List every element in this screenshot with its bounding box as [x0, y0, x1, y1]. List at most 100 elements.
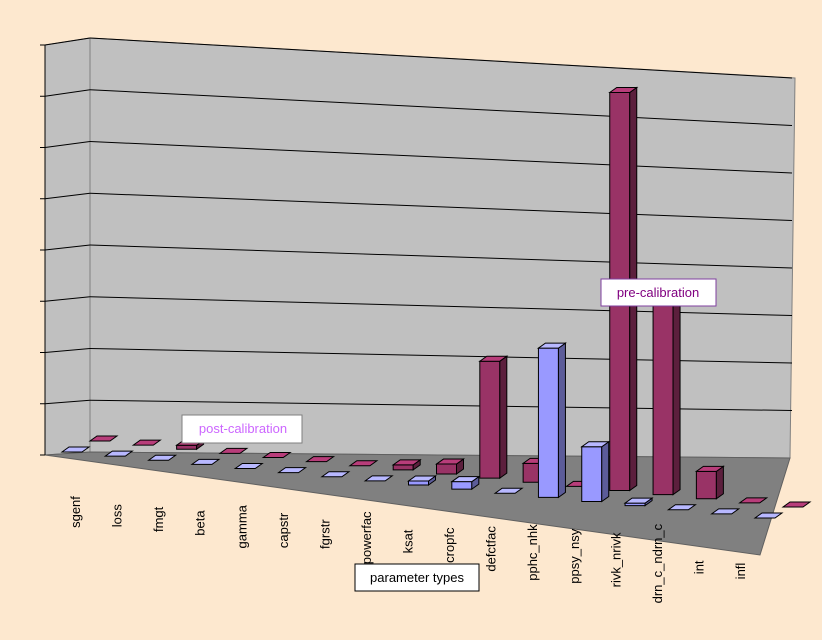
bar-post-cropfc [450, 475, 481, 491]
legend-pre-calibration-label: pre-calibration [617, 285, 699, 300]
bar-top [738, 497, 769, 504]
gridline-side-6 [44, 141, 91, 148]
bar-side [557, 342, 566, 499]
bar-front [436, 463, 457, 475]
legend-post-calibration-label: post-calibration [199, 421, 287, 436]
legend-post-calibration: post-calibration [181, 414, 303, 444]
bar-top [666, 504, 697, 511]
gridline-side-4 [44, 244, 91, 251]
bar-top [147, 454, 178, 461]
bar-top [478, 355, 509, 362]
bar-top [348, 460, 379, 467]
category-label-defctfac: defctfac [484, 526, 499, 572]
bar-front [537, 347, 559, 498]
category-label-capstr: capstr [276, 512, 291, 548]
bar-post-powerfac [363, 475, 394, 482]
legend-pre-calibration: pre-calibration [600, 278, 717, 307]
category-label-int: int [691, 560, 706, 574]
bar-pre-infl [781, 501, 812, 508]
bar-post-fgrstr [320, 471, 351, 478]
bar-top [233, 463, 264, 469]
category-label-fgrstr: fgrstr [317, 519, 332, 549]
gridline-back-6 [89, 141, 793, 174]
bar-top [131, 439, 162, 446]
bar-front [581, 446, 603, 502]
category-label-ksat: ksat [401, 529, 416, 553]
bar-pre-cropfc [478, 355, 509, 480]
bar-top [710, 508, 741, 515]
bars [60, 86, 812, 519]
bar-top [391, 459, 422, 466]
bar-top [608, 87, 639, 93]
bar-post-pphc_nhk [536, 342, 567, 499]
bar-pre-int [738, 497, 769, 504]
bar-post-fmgt [147, 454, 178, 461]
bar-front [451, 481, 473, 490]
gridline-side-7 [44, 89, 91, 97]
bar-top [305, 456, 336, 463]
bar-post-gamma [233, 463, 264, 469]
bar-top [434, 458, 466, 465]
bar-pre-gamma [261, 452, 292, 458]
gridline-side-8 [44, 37, 91, 46]
bar-pre-loss [131, 439, 162, 446]
bar-pre-fgrstr [348, 460, 379, 467]
category-labels: sgenf loss fmgt beta gamma capstr fgrstr powerf… [68, 496, 748, 604]
gridline-side-5 [44, 192, 91, 200]
bar-pre-ksat [434, 458, 466, 475]
bar-post-drn_c_ndrn_c [666, 504, 697, 511]
bar-post-infl [753, 512, 784, 519]
category-label-sgenf: sgenf [68, 496, 83, 528]
gridline-back-7 [89, 89, 793, 126]
bar-pre-beta [218, 447, 249, 454]
category-label-powerfac: powerfac [359, 511, 374, 564]
bar-top [406, 475, 438, 482]
category-label-pphc_nhk: pphc_nhk [525, 524, 540, 581]
category-label-infl: infl [733, 563, 748, 580]
bar-post-capstr [277, 467, 308, 474]
category-label-cropfc: cropfc [442, 527, 457, 563]
category-label-ppsy_nsy: ppsy_nsy [567, 528, 582, 583]
bar-top [753, 512, 784, 519]
bar-top [450, 476, 481, 483]
bar-post-rivk_nrivk [623, 497, 654, 507]
bar-pre-capstr [305, 456, 336, 463]
gridline-side-3 [44, 296, 91, 302]
x-axis-title-label: parameter types [370, 570, 464, 585]
bar-top [190, 458, 221, 465]
bar-front [479, 360, 501, 479]
bar-top [363, 475, 394, 482]
bar-pre-sgenf [88, 435, 119, 442]
gridline-side-2 [44, 348, 91, 353]
side-wall [44, 37, 91, 456]
bar-top [60, 446, 91, 453]
gridline-back-4 [89, 244, 793, 269]
bar-side [601, 440, 610, 503]
bar-top [103, 450, 134, 457]
bar-front [176, 444, 198, 450]
bar-pre-rivk_nrivk [651, 292, 682, 496]
bar-post-ppsy_nsy [580, 440, 611, 503]
bar-front [408, 480, 429, 486]
bar-post-sgenf [60, 446, 91, 453]
bar-top [261, 452, 292, 458]
bar-top [218, 447, 249, 454]
bar-pre-drn_c_ndrn_c [694, 465, 725, 500]
bar-pre-powerfac [391, 458, 422, 471]
bar-top [623, 497, 654, 504]
bar-side [672, 292, 681, 496]
bar-top [88, 435, 119, 442]
bar-top [694, 465, 725, 472]
category-label-rivk_nrivk: rivk_nrivk [608, 532, 623, 587]
category-label-fmgt: fmgt [151, 506, 166, 532]
category-label-drn_c_ndrn_c: drn_c_ndrn_c [650, 523, 665, 603]
bar-top [493, 487, 524, 494]
bar-side [499, 355, 508, 480]
bar-post-int [710, 508, 741, 515]
bar-post-loss [103, 450, 134, 457]
bar-post-ksat [406, 475, 438, 486]
bar-top [277, 467, 308, 474]
category-label-loss: loss [110, 504, 125, 528]
bar-front [695, 470, 717, 500]
